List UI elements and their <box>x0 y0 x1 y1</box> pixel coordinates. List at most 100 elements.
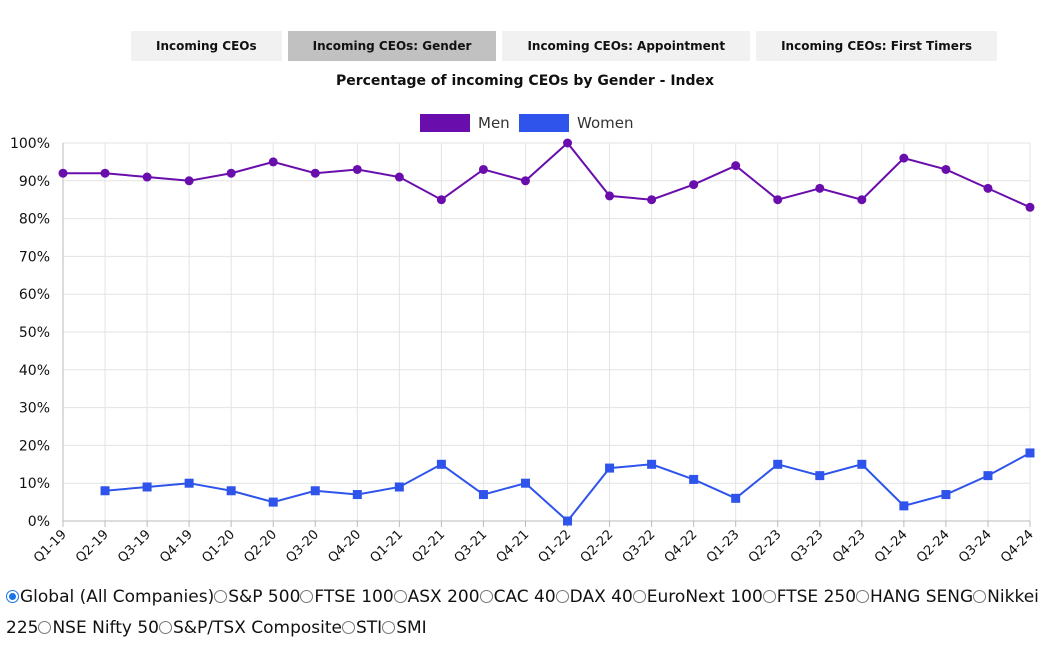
legend-item-men: Men <box>420 114 510 132</box>
legend-swatch <box>420 114 470 132</box>
x-tick-label: Q2-23 <box>746 527 785 566</box>
data-point-men <box>773 195 783 205</box>
data-point-men <box>605 191 615 201</box>
radio-icon[interactable] <box>555 590 569 603</box>
radio-icon[interactable] <box>159 621 172 634</box>
filter-asx200[interactable]: ASX 200 <box>393 587 480 607</box>
filter-label: Global (All Companies) <box>20 587 215 607</box>
data-point-women <box>647 459 657 469</box>
filter-label: CAC 40 <box>493 587 556 607</box>
x-tick-label: Q2-21 <box>410 527 449 566</box>
data-point-men <box>226 168 236 178</box>
filter-nikkei225[interactable]: Nikkei 225 <box>6 587 1039 638</box>
radio-icon[interactable] <box>856 590 870 603</box>
data-point-men <box>436 195 446 205</box>
y-tick-label: 20% <box>19 438 50 454</box>
tab-incoming-ceos-first-timers[interactable]: Incoming CEOs: First Timers <box>756 31 997 61</box>
x-tick-label: Q1-19 <box>31 527 70 566</box>
filter-label: SMI <box>396 618 427 638</box>
data-point-men <box>983 183 993 193</box>
y-tick-label: 40% <box>19 363 50 379</box>
tab-incoming-ceos[interactable]: Incoming CEOs <box>131 31 282 61</box>
filter-nse-nifty50[interactable]: NSE Nifty 50 <box>38 618 159 638</box>
data-point-men <box>310 168 320 178</box>
data-point-men <box>647 195 657 205</box>
x-tick-label: Q1-23 <box>704 527 743 566</box>
filter-label: Nikkei 225 <box>6 587 1039 638</box>
radio-icon[interactable] <box>6 590 19 603</box>
filter-dax40[interactable]: DAX 40 <box>555 587 633 607</box>
data-point-women <box>899 501 909 511</box>
x-tick-label: Q1-24 <box>872 527 911 566</box>
data-point-men <box>58 168 68 178</box>
y-tick-label: 50% <box>19 325 50 341</box>
data-point-women <box>605 463 615 473</box>
filter-sp500[interactable]: S&P 500 <box>214 587 300 607</box>
filter-smi[interactable]: SMI <box>382 618 427 638</box>
filter-ftse100[interactable]: FTSE 100 <box>300 587 394 607</box>
x-tick-label: Q2-22 <box>578 527 617 566</box>
data-point-women <box>142 482 152 492</box>
data-point-women <box>857 459 867 469</box>
filter-label: ASX 200 <box>407 587 480 607</box>
x-tick-label: Q3-19 <box>115 527 154 566</box>
index-filter-group: Global (All Companies) S&P 500 FTSE 100 ASX… <box>6 582 1046 644</box>
radio-icon[interactable] <box>382 621 396 634</box>
filter-label: HANG SENG <box>870 587 974 607</box>
tab-incoming-ceos-appointment[interactable]: Incoming CEOs: Appointment <box>502 31 751 61</box>
y-tick-label: 80% <box>19 212 50 228</box>
filter-hang-seng[interactable]: HANG SENG <box>856 587 973 607</box>
filter-label: FTSE 250 <box>776 587 857 607</box>
data-point-men <box>268 157 278 167</box>
filter-label: STI <box>355 618 383 638</box>
radio-icon[interactable] <box>479 590 493 603</box>
data-point-women <box>563 516 573 526</box>
filter-cac40[interactable]: CAC 40 <box>479 587 556 607</box>
data-point-women <box>520 478 530 488</box>
x-tick-label: Q4-23 <box>830 527 869 566</box>
filter-label: FTSE 100 <box>314 587 394 607</box>
data-point-women <box>226 486 236 496</box>
data-point-women <box>394 482 404 492</box>
legend-label: Women <box>577 114 633 132</box>
radio-icon[interactable] <box>214 590 228 603</box>
data-point-men <box>899 153 909 163</box>
data-point-men <box>731 161 741 171</box>
radio-icon[interactable] <box>341 621 355 634</box>
data-point-men <box>857 195 867 205</box>
x-tick-label: Q3-21 <box>452 527 491 566</box>
filter-label: DAX 40 <box>569 587 633 607</box>
x-tick-label: Q2-20 <box>241 527 280 566</box>
data-point-women <box>352 490 362 500</box>
x-tick-label: Q3-20 <box>283 527 322 566</box>
filter-ftse250[interactable]: FTSE 250 <box>762 587 857 607</box>
radio-icon[interactable] <box>38 621 52 634</box>
data-point-men <box>815 183 825 193</box>
data-point-women <box>436 459 446 469</box>
data-point-men <box>689 180 699 190</box>
radio-icon[interactable] <box>632 590 646 603</box>
radio-icon[interactable] <box>973 590 987 603</box>
filter-euronext100[interactable]: EuroNext 100 <box>632 587 763 607</box>
tab-incoming-ceos-gender[interactable]: Incoming CEOs: Gender <box>287 31 497 61</box>
filter-sp-tsx-composite[interactable]: S&P/TSX Composite <box>159 618 342 638</box>
series-line-men <box>63 141 1031 209</box>
filter-label: S&P 500 <box>228 587 301 607</box>
radio-icon[interactable] <box>393 590 407 603</box>
filter-sti[interactable]: STI <box>341 618 383 638</box>
data-point-men <box>352 164 362 174</box>
y-tick-label: 90% <box>19 174 50 190</box>
filter-global[interactable]: Global (All Companies) <box>6 587 214 607</box>
data-point-women <box>100 486 110 496</box>
y-tick-label: 60% <box>19 287 50 303</box>
radio-icon[interactable] <box>300 590 314 603</box>
x-tick-label: Q3-23 <box>788 527 827 566</box>
data-point-men <box>100 168 110 178</box>
chart-title: Percentage of incoming CEOs by Gender - … <box>335 73 715 89</box>
y-tick-label: 30% <box>19 401 50 417</box>
data-point-women <box>184 478 194 488</box>
x-tick-label: Q4-22 <box>662 527 701 566</box>
data-point-women <box>689 474 699 484</box>
radio-icon[interactable] <box>762 590 776 603</box>
x-tick-label: Q3-22 <box>620 527 659 566</box>
